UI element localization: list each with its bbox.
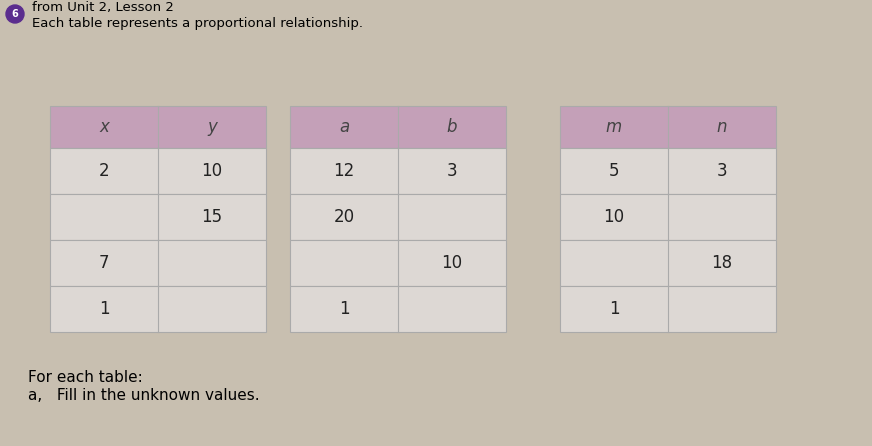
Bar xyxy=(560,286,776,332)
Text: 6: 6 xyxy=(11,9,18,19)
Text: For each table:: For each table: xyxy=(28,371,143,385)
Bar xyxy=(50,106,266,148)
Text: 5: 5 xyxy=(609,162,619,180)
Text: Each table represents a proportional relationship.: Each table represents a proportional rel… xyxy=(32,17,363,30)
Text: from Unit 2, Lesson 2: from Unit 2, Lesson 2 xyxy=(32,1,174,15)
Bar xyxy=(290,106,506,148)
Bar xyxy=(50,240,266,286)
Text: 15: 15 xyxy=(201,208,222,226)
Text: 10: 10 xyxy=(603,208,624,226)
Bar xyxy=(560,194,776,240)
Bar xyxy=(560,240,776,286)
Text: x: x xyxy=(99,118,109,136)
Text: 1: 1 xyxy=(338,300,350,318)
Bar xyxy=(290,240,506,286)
Bar xyxy=(290,286,506,332)
Text: 1: 1 xyxy=(99,300,109,318)
Text: 12: 12 xyxy=(333,162,355,180)
Text: 3: 3 xyxy=(446,162,457,180)
Bar xyxy=(290,194,506,240)
Circle shape xyxy=(6,5,24,23)
Text: b: b xyxy=(446,118,457,136)
Bar xyxy=(50,286,266,332)
Text: 3: 3 xyxy=(717,162,727,180)
Text: m: m xyxy=(606,118,622,136)
Text: a,   Fill in the unknown values.: a, Fill in the unknown values. xyxy=(28,388,260,404)
Text: 18: 18 xyxy=(712,254,732,272)
Bar xyxy=(560,148,776,194)
Text: 20: 20 xyxy=(333,208,355,226)
Bar xyxy=(560,106,776,148)
Text: 1: 1 xyxy=(609,300,619,318)
Bar xyxy=(50,194,266,240)
Text: a: a xyxy=(339,118,349,136)
Text: 2: 2 xyxy=(99,162,109,180)
Text: n: n xyxy=(717,118,727,136)
Bar xyxy=(290,148,506,194)
Text: 10: 10 xyxy=(201,162,222,180)
Text: 7: 7 xyxy=(99,254,109,272)
Bar xyxy=(50,148,266,194)
Text: y: y xyxy=(207,118,217,136)
Text: 10: 10 xyxy=(441,254,462,272)
